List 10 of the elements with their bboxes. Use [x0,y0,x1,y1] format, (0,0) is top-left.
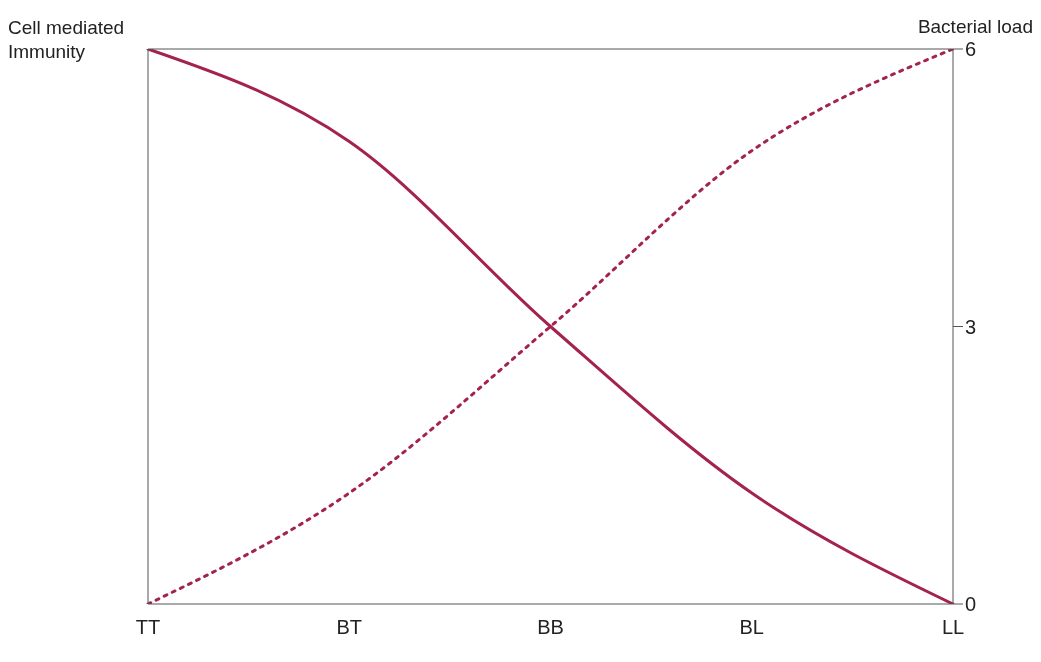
x-tick-label: TT [135,616,161,639]
y2-tick-label: 0 [965,593,977,616]
y2-tick-label: 3 [965,315,977,338]
x-tick-label: BL [739,616,764,639]
y-axis-title: Cell mediated Immunity [8,16,126,64]
y2-axis-title: Bacterial load [917,16,1033,38]
x-tick-label: BB [537,616,564,639]
x-tick-label: BT [336,616,363,639]
x-tick-label: LL [941,616,965,639]
y2-tick-label: 6 [965,38,977,61]
